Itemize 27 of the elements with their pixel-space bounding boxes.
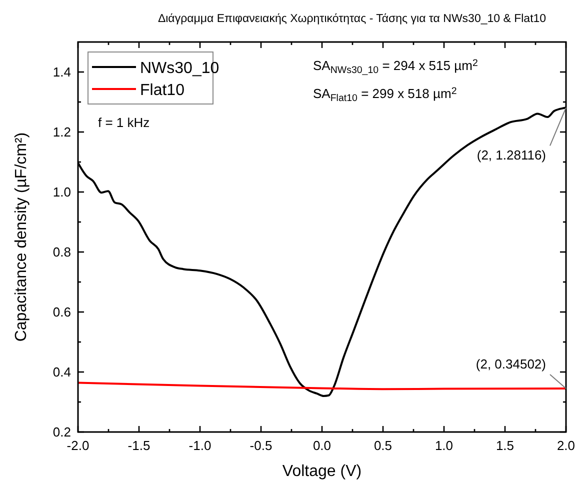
y-tick-label: 1.0 — [52, 184, 71, 200]
y-tick-label: 0.8 — [52, 244, 71, 260]
y-axis-title: Capacitance density (µF/cm²) — [13, 132, 30, 342]
x-tick-label: 2.0 — [556, 438, 576, 453]
annotation: SA$_{NWs30_10}$ = 294 x 515 µm$^{2}$ — [313, 58, 478, 76]
x-tick-label: 0.5 — [374, 438, 392, 453]
chart-title: Διάγραμμα Επιφανειακής Χωρητικότητας - Τάσης για τα NWs30_10 & Flat10 — [158, 13, 546, 25]
x-axis-title: Voltage (V) — [282, 463, 362, 480]
annotation: (2, 0.34502) — [476, 356, 546, 372]
legend-label: Flat10 — [140, 82, 185, 99]
x-tick-label: -0.5 — [250, 438, 272, 453]
legend-label: NWs30_10 — [140, 60, 220, 77]
x-tick-label: 1.0 — [434, 438, 454, 453]
y-tick-label: 0.2 — [52, 424, 71, 440]
x-tick-label: 0.0 — [312, 438, 332, 453]
annotation: SA$_{Flat10}$ = 299 x 518 µm$^{2}$ — [313, 86, 457, 104]
annotation: (2, 1.28116) — [476, 148, 546, 163]
y-tick-label: 1.2 — [52, 124, 71, 140]
x-tick-label: -1.0 — [188, 438, 212, 453]
x-tick-label: 1.5 — [496, 438, 514, 453]
y-tick-label: 0.4 — [52, 364, 71, 380]
y-tick-label: 1.4 — [52, 64, 71, 80]
x-tick-label: -1.5 — [128, 438, 150, 453]
annotation: f = 1 kHz — [98, 115, 150, 130]
x-tick-label: -2.0 — [66, 438, 90, 453]
line-series — [78, 382, 566, 390]
y-tick-label: 0.6 — [52, 304, 71, 320]
